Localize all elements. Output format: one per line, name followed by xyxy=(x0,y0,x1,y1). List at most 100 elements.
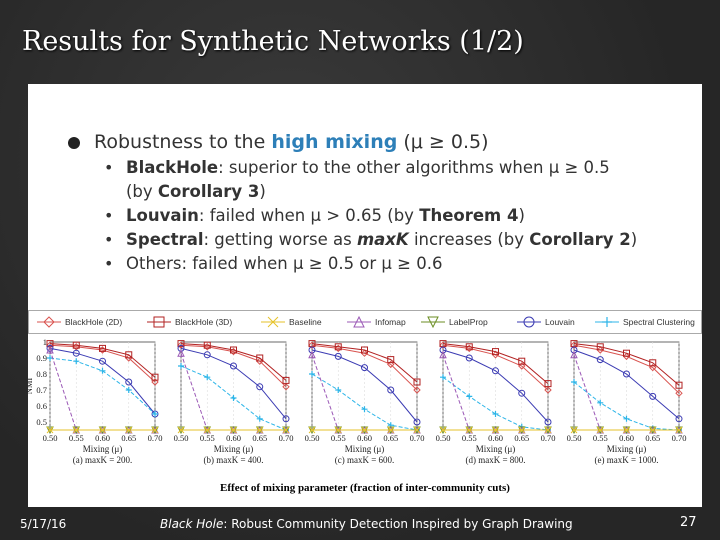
data-point xyxy=(361,364,368,372)
footer-date: 5/17/16 xyxy=(20,517,67,531)
data-point xyxy=(544,386,552,394)
data-point xyxy=(72,426,80,434)
y-tick-label: 0.9 xyxy=(36,353,47,363)
legend-label: Infomap xyxy=(375,317,406,327)
data-point xyxy=(413,418,421,426)
sub-bullet-bold: Theorem 4 xyxy=(419,206,519,225)
data-point xyxy=(413,386,421,394)
x-axis-label: Mixing (μ) xyxy=(607,444,647,454)
data-point xyxy=(46,426,54,434)
legend-marker xyxy=(523,316,535,328)
data-point xyxy=(256,415,263,422)
data-point xyxy=(230,395,237,401)
data-point xyxy=(387,356,395,364)
series-line xyxy=(180,353,286,431)
x-tick-label: 0.60 xyxy=(619,433,634,443)
legend-item: LabelProp xyxy=(421,315,488,329)
data-point xyxy=(151,426,159,434)
data-point xyxy=(518,357,526,365)
data-point xyxy=(623,426,630,434)
series-line xyxy=(573,343,680,386)
data-point xyxy=(178,363,184,369)
x-tick-label: 0.65 xyxy=(383,433,398,443)
data-point xyxy=(413,426,421,434)
data-point xyxy=(675,426,683,434)
sub-bullet-louvain: Louvain: failed when μ > 0.65 (by Theore… xyxy=(68,204,688,228)
sub-bullet-text: Others: failed when μ ≥ 0.5 or μ ≥ 0.6 xyxy=(126,254,443,273)
series-line xyxy=(49,344,156,383)
data-point xyxy=(544,380,552,388)
x-tick-label: 0.55 xyxy=(593,433,608,443)
subplot: 0.50 0.55 0.60 0.65 0.70 Mixing (μ)(c) maxK =… xyxy=(305,340,425,465)
data-point xyxy=(649,363,657,372)
x-tick-label: 0.60 xyxy=(357,433,372,443)
sub-bullet-text: : superior to the other algorithms when … xyxy=(218,158,610,177)
sub-bullet-text: ) xyxy=(518,206,525,225)
data-point xyxy=(177,426,185,434)
sub-bullet-bold: Corollary 3 xyxy=(157,182,260,201)
bullet-main-suffix: (μ ≥ 0.5) xyxy=(397,131,489,153)
data-point xyxy=(256,354,264,362)
data-point xyxy=(465,354,473,362)
data-point xyxy=(649,359,657,367)
data-point xyxy=(308,346,316,354)
data-point xyxy=(73,358,80,365)
x-tick-label: 0.65 xyxy=(514,433,529,443)
sub-bullet-blackhole: BlackHole: superior to the other algorit… xyxy=(68,156,688,204)
legend-label: LabelProp xyxy=(449,317,488,327)
sub-bullet-bold: Louvain xyxy=(126,206,199,225)
sub-bullet-text: ) xyxy=(259,182,266,201)
data-point xyxy=(47,355,53,361)
data-point xyxy=(675,389,683,397)
subplot: 0.50 0.55 0.60 0.65 0.70 1 0.9 0.8 0.7 0.6 0.5 NMI M… xyxy=(28,337,162,465)
subplot: 0.50 0.55 0.60 0.65 0.70 Mixing (μ)(e) maxK =… xyxy=(567,340,686,465)
x-tick-label: 0.55 xyxy=(200,433,215,443)
y-tick-label: 0.6 xyxy=(36,401,47,411)
legend-marker-icon xyxy=(421,316,445,329)
data-point xyxy=(72,341,80,349)
x-tick-label: 0.70 xyxy=(541,433,556,443)
data-point xyxy=(649,392,657,400)
data-point xyxy=(282,415,290,423)
data-point xyxy=(571,379,577,385)
subplot-caption: (b) maxK = 400. xyxy=(203,455,263,465)
data-point xyxy=(125,426,133,434)
data-point xyxy=(99,426,106,434)
data-point xyxy=(334,352,342,360)
x-tick-label: 0.70 xyxy=(279,433,294,443)
data-point xyxy=(544,418,552,426)
legend-marker-icon xyxy=(595,317,619,327)
data-point xyxy=(387,360,395,369)
chart-legend: BlackHole (2D) BlackHole (3D) Baseline Info… xyxy=(28,310,702,334)
data-point xyxy=(177,344,185,352)
subplot-caption: (c) maxK = 600. xyxy=(335,455,395,465)
data-point xyxy=(230,426,237,434)
page-number: 27 xyxy=(680,515,697,530)
y-tick-label: 0.5 xyxy=(36,417,47,427)
x-tick-label: 0.70 xyxy=(148,433,163,443)
data-point xyxy=(46,345,54,354)
x-tick-label: 0.70 xyxy=(410,433,425,443)
data-point xyxy=(151,378,159,386)
data-point xyxy=(361,346,368,354)
sub-bullet-text: increases (by xyxy=(408,230,530,249)
data-point xyxy=(256,383,264,391)
data-point xyxy=(649,426,657,434)
data-point xyxy=(177,340,185,348)
data-point xyxy=(230,346,237,354)
series-line xyxy=(573,349,680,420)
data-point xyxy=(622,352,631,361)
data-point xyxy=(623,415,630,422)
data-point xyxy=(439,346,447,354)
data-point xyxy=(387,426,395,434)
data-point xyxy=(518,362,526,370)
data-point xyxy=(99,344,106,352)
data-point xyxy=(596,426,604,434)
y-tick-label: 0.8 xyxy=(36,369,47,379)
x-tick-label: 0.60 xyxy=(95,433,110,443)
data-point xyxy=(360,349,369,357)
data-point xyxy=(439,350,447,359)
data-point xyxy=(308,426,316,434)
data-point xyxy=(256,426,264,434)
legend-marker-icon xyxy=(261,316,285,328)
